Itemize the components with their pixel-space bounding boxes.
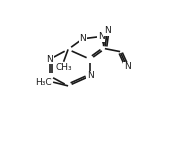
Text: N: N — [87, 71, 93, 81]
Text: N: N — [79, 34, 86, 43]
Text: CH₃: CH₃ — [55, 63, 72, 72]
Text: N: N — [98, 32, 105, 41]
Text: H₃C: H₃C — [35, 78, 52, 87]
Text: N: N — [124, 62, 130, 71]
Text: N: N — [104, 26, 111, 35]
Text: N: N — [46, 55, 53, 64]
